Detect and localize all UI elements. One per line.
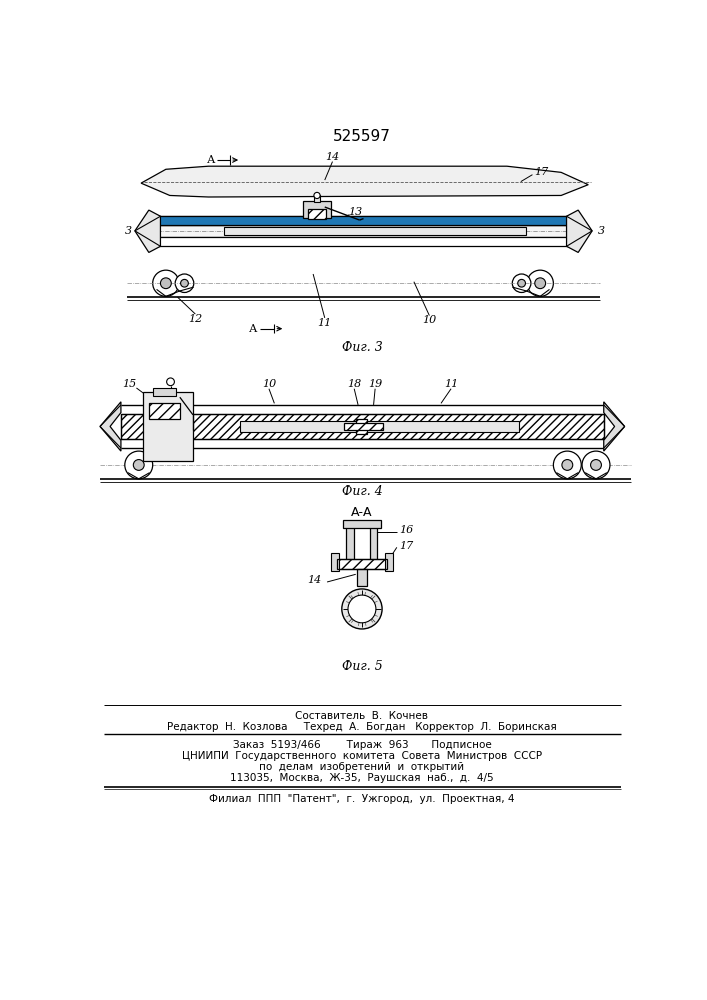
Text: по  делам  изобретений  и  открытий: по делам изобретений и открытий — [259, 762, 464, 772]
Circle shape — [527, 270, 554, 296]
Circle shape — [167, 378, 175, 386]
Text: 13: 13 — [349, 207, 363, 217]
Circle shape — [153, 270, 179, 296]
Bar — [153, 388, 176, 396]
Text: А-А: А-А — [351, 506, 373, 519]
Bar — [314, 195, 320, 202]
Text: 3: 3 — [125, 226, 132, 236]
Circle shape — [348, 595, 376, 623]
Circle shape — [175, 274, 194, 292]
Polygon shape — [141, 166, 588, 197]
Bar — [151, 216, 577, 225]
Bar — [143, 392, 193, 461]
Bar — [149, 403, 180, 419]
Text: 11: 11 — [444, 379, 458, 389]
Circle shape — [180, 279, 188, 287]
Bar — [346, 527, 354, 561]
Bar — [224, 227, 526, 235]
Text: 17: 17 — [534, 167, 548, 177]
Text: 18: 18 — [347, 379, 361, 389]
Bar — [121, 414, 604, 439]
Text: Составитель  В.  Кочнев: Составитель В. Кочнев — [296, 711, 428, 721]
Polygon shape — [135, 210, 160, 252]
Bar — [308, 209, 327, 219]
Bar — [343, 520, 381, 528]
Circle shape — [518, 279, 525, 287]
Text: А: А — [250, 324, 257, 334]
Circle shape — [341, 589, 382, 629]
Circle shape — [534, 278, 546, 289]
Text: 14: 14 — [308, 575, 322, 585]
Text: 11: 11 — [317, 318, 332, 328]
Text: Фиг. 4: Фиг. 4 — [341, 485, 382, 498]
Text: 19: 19 — [368, 379, 382, 389]
Bar — [240, 421, 518, 432]
Text: Фиг. 5: Фиг. 5 — [341, 660, 382, 673]
Text: 15: 15 — [122, 379, 136, 389]
Text: 10: 10 — [262, 379, 276, 389]
Bar — [331, 553, 339, 571]
Text: Заказ  5193/466        Тираж  963       Подписное: Заказ 5193/466 Тираж 963 Подписное — [233, 740, 491, 750]
Circle shape — [562, 460, 573, 470]
Polygon shape — [604, 402, 625, 451]
Text: 3: 3 — [598, 226, 605, 236]
Circle shape — [134, 460, 144, 470]
Circle shape — [125, 451, 153, 479]
Text: ЦНИИПИ  Государственного  комитета  Совета  Министров  СССР: ЦНИИПИ Государственного комитета Совета … — [182, 751, 542, 761]
Text: 16: 16 — [399, 525, 414, 535]
Text: 10: 10 — [422, 315, 436, 325]
Text: Фиг. 3: Фиг. 3 — [341, 341, 382, 354]
Bar — [385, 553, 393, 571]
Polygon shape — [100, 402, 121, 451]
Bar — [151, 237, 577, 246]
Circle shape — [554, 451, 581, 479]
Bar — [151, 216, 577, 225]
Bar — [370, 527, 378, 561]
Bar — [121, 414, 604, 439]
Text: 525597: 525597 — [333, 129, 391, 144]
Circle shape — [160, 278, 171, 289]
Circle shape — [314, 192, 320, 199]
Bar — [337, 559, 387, 569]
Circle shape — [513, 274, 531, 292]
Bar — [356, 419, 368, 434]
Circle shape — [582, 451, 610, 479]
Text: А: А — [206, 155, 215, 165]
Bar — [344, 423, 383, 430]
Text: 12: 12 — [188, 314, 202, 324]
Text: 113035,  Москва,  Ж-35,  Раушская  наб.,  д.  4/5: 113035, Москва, Ж-35, Раушская наб., д. … — [230, 773, 493, 783]
Polygon shape — [566, 210, 592, 252]
Text: Филиал  ППП  "Патент",  г.  Ужгород,  ул.  Проектная, 4: Филиал ППП "Патент", г. Ужгород, ул. Про… — [209, 794, 515, 804]
Circle shape — [590, 460, 602, 470]
Bar — [357, 569, 367, 586]
Text: Редактор  Н.  Козлова     Техред  А.  Богдан   Корректор  Л.  Боринская: Редактор Н. Козлова Техред А. Богдан Кор… — [167, 722, 557, 732]
Text: 17: 17 — [399, 541, 414, 551]
Bar — [337, 559, 387, 569]
Bar — [303, 201, 331, 218]
Text: 14: 14 — [325, 152, 339, 162]
Bar — [151, 225, 577, 237]
